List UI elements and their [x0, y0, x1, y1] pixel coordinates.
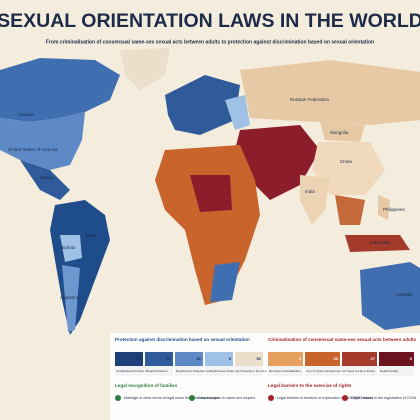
country-label: Philippines — [383, 207, 406, 212]
mongolia — [320, 122, 365, 142]
country-label: Bolivia — [62, 245, 76, 250]
legend-swatch — [379, 352, 414, 366]
icon — [189, 395, 195, 401]
icon — [342, 395, 348, 401]
south-america — [50, 200, 110, 335]
legend-box — [115, 366, 143, 376]
legend-count: 30 — [334, 356, 339, 361]
map: Canada United States of America Mexico B… — [0, 48, 420, 335]
legend-swatch — [205, 352, 233, 366]
legend-item: Adoption open to same-sex couples — [198, 396, 255, 400]
legend-swatch — [235, 352, 263, 366]
indonesia — [345, 235, 410, 252]
legend-item: Legal barriers to the registration of CS… — [351, 396, 417, 400]
legend-box — [268, 366, 303, 376]
country-label: Russian Federation — [290, 97, 330, 102]
legend-label: Death Penalty — [380, 369, 399, 373]
legend-label: No Protection / No Crim. — [236, 369, 268, 373]
legend-count: 81 — [197, 356, 202, 361]
legend-count: 6 — [410, 356, 413, 361]
central-america — [20, 160, 70, 200]
philippines — [378, 195, 390, 220]
country-label: Brasil — [85, 233, 96, 238]
country-label: Indonesia — [370, 240, 390, 245]
legend-panel — [110, 333, 420, 420]
legend-label: Broad Protection — [146, 369, 168, 373]
china — [312, 142, 385, 195]
legend-swatch — [175, 352, 203, 366]
legend-swatch — [115, 352, 143, 366]
legend-label: Limited/Uneven Protection — [206, 369, 240, 373]
bolivia — [60, 235, 82, 262]
legend-heading: Legal recognition of families — [115, 383, 178, 388]
india — [300, 175, 330, 225]
country-label: Argentina — [60, 295, 80, 300]
legend-box — [205, 366, 233, 376]
legend: Protection against discrimination based … — [110, 333, 420, 420]
south-africa — [210, 262, 240, 302]
legend-swatch — [145, 352, 173, 366]
subtitle: From criminalisation of consensual same-… — [46, 39, 374, 45]
southeast-asia — [335, 195, 365, 225]
legend-swatch — [342, 352, 377, 366]
country-label: India — [305, 189, 315, 194]
criminalisation-items: De Facto Criminalisation 2 Up to 8 Years I… — [268, 352, 414, 376]
legend-count: 9 — [229, 356, 232, 361]
east-europe — [225, 95, 250, 130]
legend-label: Constitutional Protection — [116, 369, 148, 373]
legend-count: 52 — [257, 356, 262, 361]
legend-box — [175, 366, 203, 376]
legend-swatch — [268, 352, 303, 366]
country-label: Mongolia — [330, 130, 349, 135]
legend-box — [342, 366, 377, 376]
legend-label: De Facto Criminalisation — [269, 369, 301, 373]
legend-box — [305, 366, 340, 376]
country-label: Mexico — [40, 175, 55, 180]
middle-east — [235, 125, 320, 200]
icon — [115, 395, 121, 401]
north-america-south — [0, 112, 85, 170]
legend-count: 57 — [167, 356, 172, 361]
legend-item: Marriage or other forms of legal union f… — [124, 396, 219, 400]
country-label: Canada — [18, 112, 34, 117]
title: SEXUAL ORIENTATION LAWS IN THE WORLD — [0, 10, 420, 32]
protection-items: Constitutional Protection 11 Broad Protect… — [115, 352, 268, 376]
legend-heading: Criminalisation of consensual same-sex s… — [268, 337, 417, 342]
russia — [240, 60, 420, 125]
legend-box — [379, 366, 414, 376]
australia — [360, 262, 420, 330]
europe — [165, 75, 240, 135]
legend-label: 10 Years to Life in Prison — [343, 369, 375, 373]
greenland — [120, 48, 170, 90]
legend-count: 11 — [137, 356, 142, 361]
legend-heading: Legal barriers to the exercise of rights — [268, 383, 352, 388]
country-label: China — [340, 159, 352, 164]
legend-count: 2 — [299, 356, 302, 361]
legend-heading: Protection against discrimination based … — [115, 337, 250, 342]
argentina — [62, 265, 80, 332]
legend-box — [145, 366, 173, 376]
north-africa-crim — [190, 175, 232, 212]
legend-swatch — [305, 352, 340, 366]
country-label: Australia — [395, 292, 413, 297]
icon — [268, 395, 274, 401]
legend-item: Legal barriers to freedom of expression … — [277, 396, 373, 400]
legend-box — [235, 366, 263, 376]
legend-label: Employment Protection — [176, 369, 206, 373]
country-label: United States of America — [8, 147, 58, 152]
legend-count: 27 — [371, 356, 376, 361]
legend-label: Up to 8 Years Imprisonment — [306, 369, 342, 373]
north-america-north — [0, 58, 120, 122]
